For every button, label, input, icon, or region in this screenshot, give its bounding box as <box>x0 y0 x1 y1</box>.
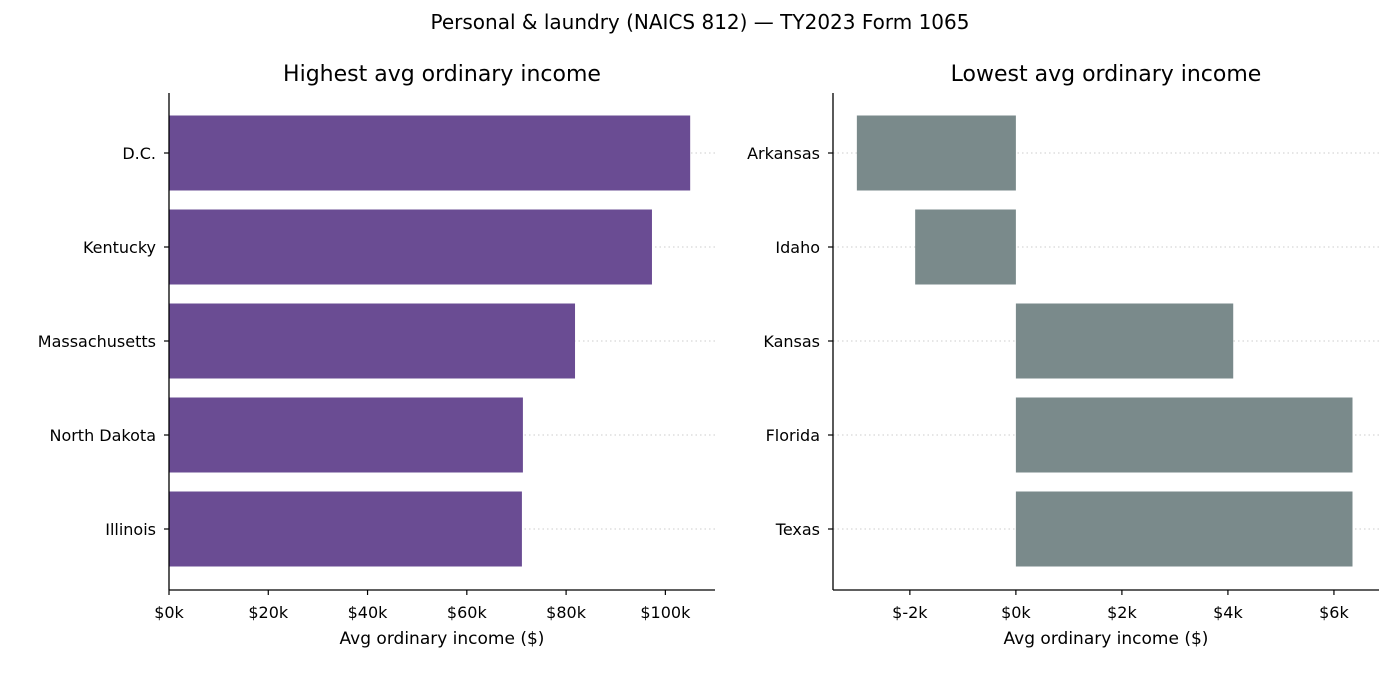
bar-d-c <box>169 115 691 191</box>
panel-lowest: Lowest avg ordinary income Arkansas Idaho… <box>747 62 1379 649</box>
bar-group <box>169 115 691 567</box>
y-tick-label: Kansas <box>763 332 820 351</box>
bar-kentucky <box>169 209 652 285</box>
x-tick-group: $-2k $0k $2k $4k $6k <box>892 590 1349 622</box>
y-tick-label: Texas <box>775 520 820 539</box>
panel-highest: Highest avg ordinary income D.C. Kentucky… <box>38 62 715 649</box>
x-tick-label: $80k <box>546 603 587 622</box>
figure-suptitle: Personal & laundry (NAICS 812) — TY2023 … <box>431 10 970 34</box>
y-tick-group: Arkansas Idaho Kansas Florida Texas <box>747 144 833 539</box>
bar-florida <box>1015 397 1353 473</box>
bar-group <box>856 115 1353 567</box>
x-tick-label: $60k <box>447 603 488 622</box>
x-tick-label: $100k <box>640 603 691 622</box>
bar-kansas <box>1015 303 1234 379</box>
x-tick-label: $-2k <box>892 603 928 622</box>
x-axis-label: Avg ordinary income ($) <box>340 629 545 649</box>
bar-texas <box>1015 491 1353 567</box>
y-tick-label: Massachusetts <box>38 332 156 351</box>
panel-title: Lowest avg ordinary income <box>951 62 1262 87</box>
y-tick-label: Kentucky <box>83 238 156 257</box>
x-tick-label: $0k <box>1001 603 1031 622</box>
y-tick-label: Arkansas <box>747 144 820 163</box>
x-tick-label: $40k <box>348 603 389 622</box>
x-tick-label: $4k <box>1213 603 1243 622</box>
bar-massachusetts <box>169 303 576 379</box>
x-tick-group: $0k $20k $40k $60k $80k $100k <box>154 590 691 622</box>
x-tick-label: $6k <box>1319 603 1349 622</box>
y-tick-label: Idaho <box>775 238 820 257</box>
y-tick-label: D.C. <box>122 144 156 163</box>
y-tick-label: North Dakota <box>49 426 156 445</box>
y-tick-label: Florida <box>766 426 820 445</box>
y-tick-label: Illinois <box>105 520 156 539</box>
x-tick-label: $2k <box>1107 603 1137 622</box>
x-axis-label: Avg ordinary income ($) <box>1004 629 1209 649</box>
x-tick-label: $0k <box>154 603 184 622</box>
bar-idaho <box>915 209 1016 285</box>
y-tick-group: D.C. Kentucky Massachusetts North Dakota Ill… <box>38 144 169 539</box>
bar-arkansas <box>856 115 1016 191</box>
x-tick-label: $20k <box>248 603 289 622</box>
bar-illinois <box>169 491 522 567</box>
bar-north-dakota <box>169 397 523 473</box>
panel-title: Highest avg ordinary income <box>283 62 601 87</box>
